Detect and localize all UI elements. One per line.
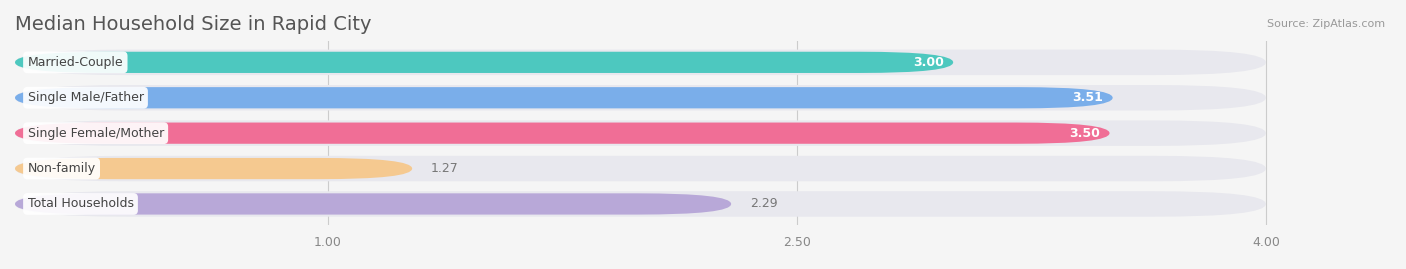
Text: Single Female/Mother: Single Female/Mother	[28, 127, 163, 140]
FancyBboxPatch shape	[15, 193, 731, 215]
FancyBboxPatch shape	[15, 156, 1265, 181]
FancyBboxPatch shape	[15, 85, 1265, 111]
Text: Married-Couple: Married-Couple	[28, 56, 124, 69]
Text: 3.00: 3.00	[912, 56, 943, 69]
Text: 3.51: 3.51	[1073, 91, 1104, 104]
FancyBboxPatch shape	[15, 52, 953, 73]
FancyBboxPatch shape	[15, 121, 1265, 146]
Text: 3.50: 3.50	[1070, 127, 1099, 140]
FancyBboxPatch shape	[15, 158, 412, 179]
Text: Median Household Size in Rapid City: Median Household Size in Rapid City	[15, 15, 371, 34]
Text: Non-family: Non-family	[28, 162, 96, 175]
Text: 2.29: 2.29	[749, 197, 778, 210]
Text: 1.27: 1.27	[430, 162, 458, 175]
Text: Total Households: Total Households	[28, 197, 134, 210]
FancyBboxPatch shape	[15, 49, 1265, 75]
Text: Single Male/Father: Single Male/Father	[28, 91, 143, 104]
FancyBboxPatch shape	[15, 87, 1112, 108]
FancyBboxPatch shape	[15, 123, 1109, 144]
Text: Source: ZipAtlas.com: Source: ZipAtlas.com	[1267, 19, 1385, 29]
FancyBboxPatch shape	[15, 191, 1265, 217]
